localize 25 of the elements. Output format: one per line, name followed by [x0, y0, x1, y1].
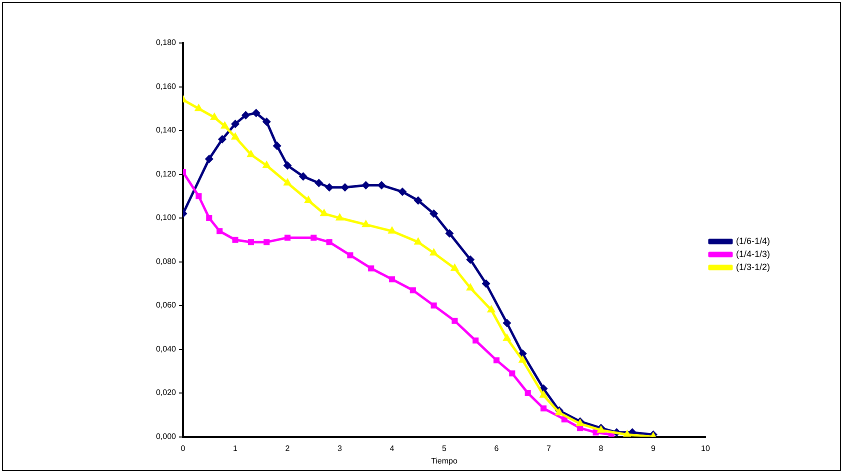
legend-label: (1/4-1/3): [736, 248, 770, 259]
y-tick-label: 0,120: [156, 169, 177, 178]
y-tick-label: 0,140: [156, 126, 177, 135]
x-axis-title: Tiempo: [431, 456, 458, 466]
x-tick-label: 2: [285, 444, 290, 453]
y-tick-label: 0,000: [156, 432, 177, 442]
x-tick-label: 9: [651, 444, 656, 453]
x-tick-label: 1: [233, 444, 238, 453]
y-tick-label: 0,160: [156, 82, 177, 91]
y-tick-label: 0,020: [156, 388, 177, 398]
x-tick-label: 10: [701, 444, 710, 453]
y-tick-label: 0,100: [156, 213, 177, 222]
x-tick-label: 4: [390, 444, 395, 453]
x-tick-label: 6: [494, 444, 500, 453]
x-tick-label: 7: [546, 444, 552, 453]
y-tick-label: 0,060: [156, 300, 177, 310]
legend-label: (1/6-1/4): [736, 236, 770, 246]
legend-label: (1/3-1/2): [736, 262, 770, 272]
y-tick-label: 0,180: [156, 38, 177, 48]
y-tick-label: 0,040: [156, 344, 177, 354]
y-tick-label: 0,080: [156, 256, 177, 266]
x-tick-label: 3: [338, 444, 343, 453]
x-tick-label: 0: [180, 444, 186, 453]
x-tick-label: 8: [598, 444, 604, 453]
x-tick-label: 5: [442, 444, 448, 453]
